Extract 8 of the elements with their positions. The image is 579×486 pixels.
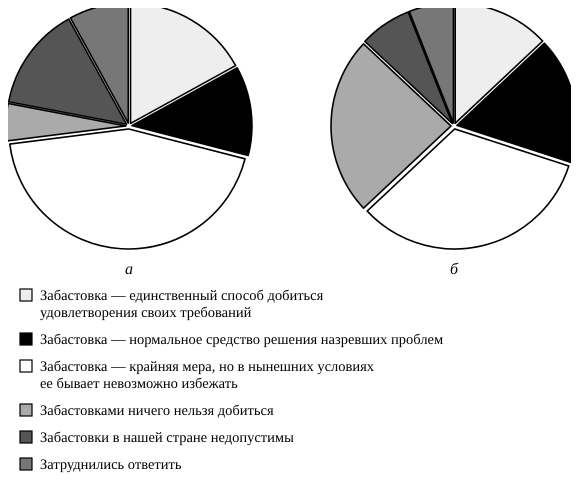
legend-label: Забастовка — нормальное средство решения назревших проблем	[40, 332, 444, 348]
legend-label: Затруднились ответить	[40, 457, 182, 473]
legend-label: Забастовками ничего нельзя добиться	[40, 403, 274, 419]
text: а	[125, 261, 133, 278]
text: б	[450, 261, 459, 278]
legend-label: Забастовки в нашей стране недопустимы	[40, 430, 294, 446]
legend-label: Забастовка — единственный способ добиться удовлетворения своих требований	[40, 288, 324, 321]
legend-label: Забастовка — крайняя мера, но в нынешних условиях ее бывает невозможно избежать	[40, 359, 375, 392]
